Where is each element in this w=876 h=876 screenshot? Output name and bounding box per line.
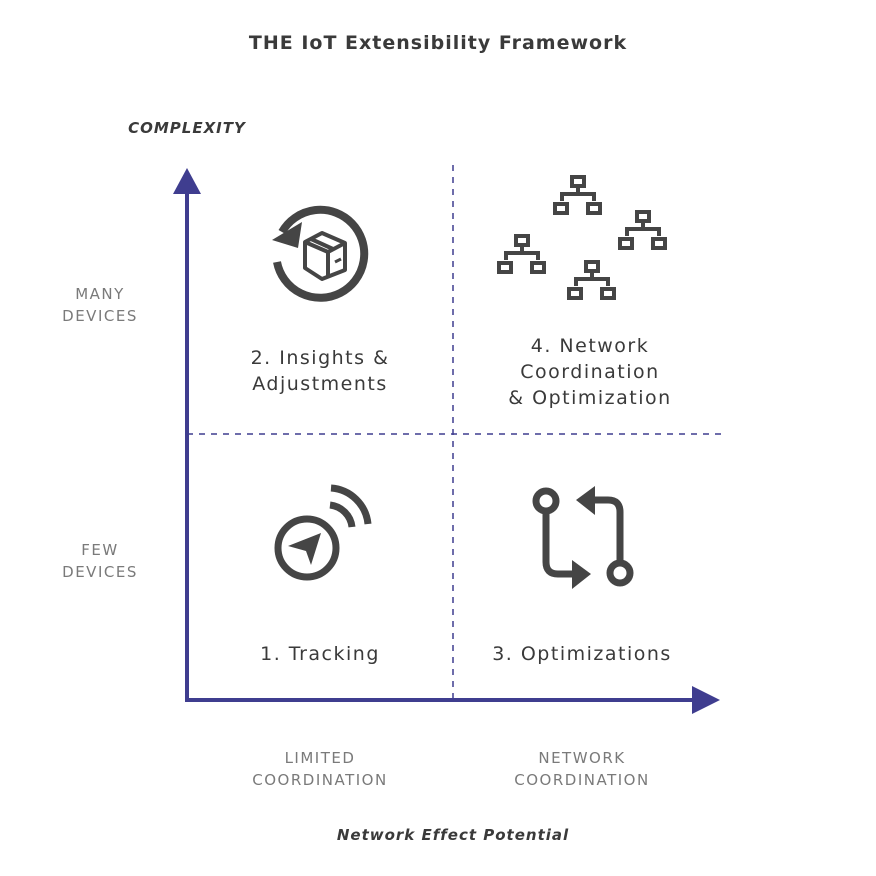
hierarchy-network-icon bbox=[497, 175, 667, 300]
gps-tracking-icon bbox=[274, 484, 372, 581]
x-level-limited-coordination: LIMITED COORDINATION bbox=[220, 747, 420, 791]
hierarchy-node-icon bbox=[618, 210, 667, 250]
x-level-line: NETWORK bbox=[538, 749, 626, 767]
quadrant-label-line: Adjustments bbox=[252, 373, 388, 395]
y-level-few-devices: FEW DEVICES bbox=[40, 539, 160, 583]
y-level-line: DEVICES bbox=[62, 563, 138, 581]
box-refresh-icon bbox=[272, 205, 369, 302]
x-level-line: COORDINATION bbox=[252, 771, 388, 789]
quadrant-label-line: 2. Insights & bbox=[250, 347, 390, 369]
y-level-line: MANY bbox=[75, 285, 125, 303]
x-level-network-coordination: NETWORK COORDINATION bbox=[482, 747, 682, 791]
quadrant-label-line: Coordination bbox=[520, 361, 660, 383]
quadrant-3-label: 3. Optimizations bbox=[492, 643, 672, 665]
y-level-line: DEVICES bbox=[62, 307, 138, 325]
quadrant-4-label: 4. Network Coordination & Optimization bbox=[470, 333, 710, 411]
quadrant-label-line: & Optimization bbox=[508, 387, 672, 409]
pull-request-arrows-icon bbox=[532, 486, 634, 589]
x-axis-arrow bbox=[692, 686, 720, 714]
x-axis bbox=[185, 686, 720, 714]
y-axis bbox=[173, 168, 201, 702]
quadrant-2-label: 2. Insights & Adjustments bbox=[220, 345, 420, 397]
x-level-line: LIMITED bbox=[284, 749, 356, 767]
diagram-title: THE IoT Extensibility Framework bbox=[248, 32, 628, 54]
hierarchy-node-icon bbox=[497, 234, 546, 274]
y-level-many-devices: MANY DEVICES bbox=[40, 283, 160, 327]
hierarchy-node-icon bbox=[567, 260, 616, 300]
x-level-line: COORDINATION bbox=[514, 771, 650, 789]
y-level-line: FEW bbox=[81, 541, 119, 559]
y-axis-label: COMPLEXITY bbox=[128, 119, 246, 137]
quadrant-label-line: 4. Network bbox=[530, 335, 650, 357]
quadrant-1-label: 1. Tracking bbox=[260, 643, 380, 665]
x-axis-label: Network Effect Potential bbox=[336, 826, 570, 844]
dividers bbox=[187, 165, 722, 700]
y-axis-arrow bbox=[173, 168, 201, 194]
hierarchy-node-icon bbox=[553, 175, 602, 215]
